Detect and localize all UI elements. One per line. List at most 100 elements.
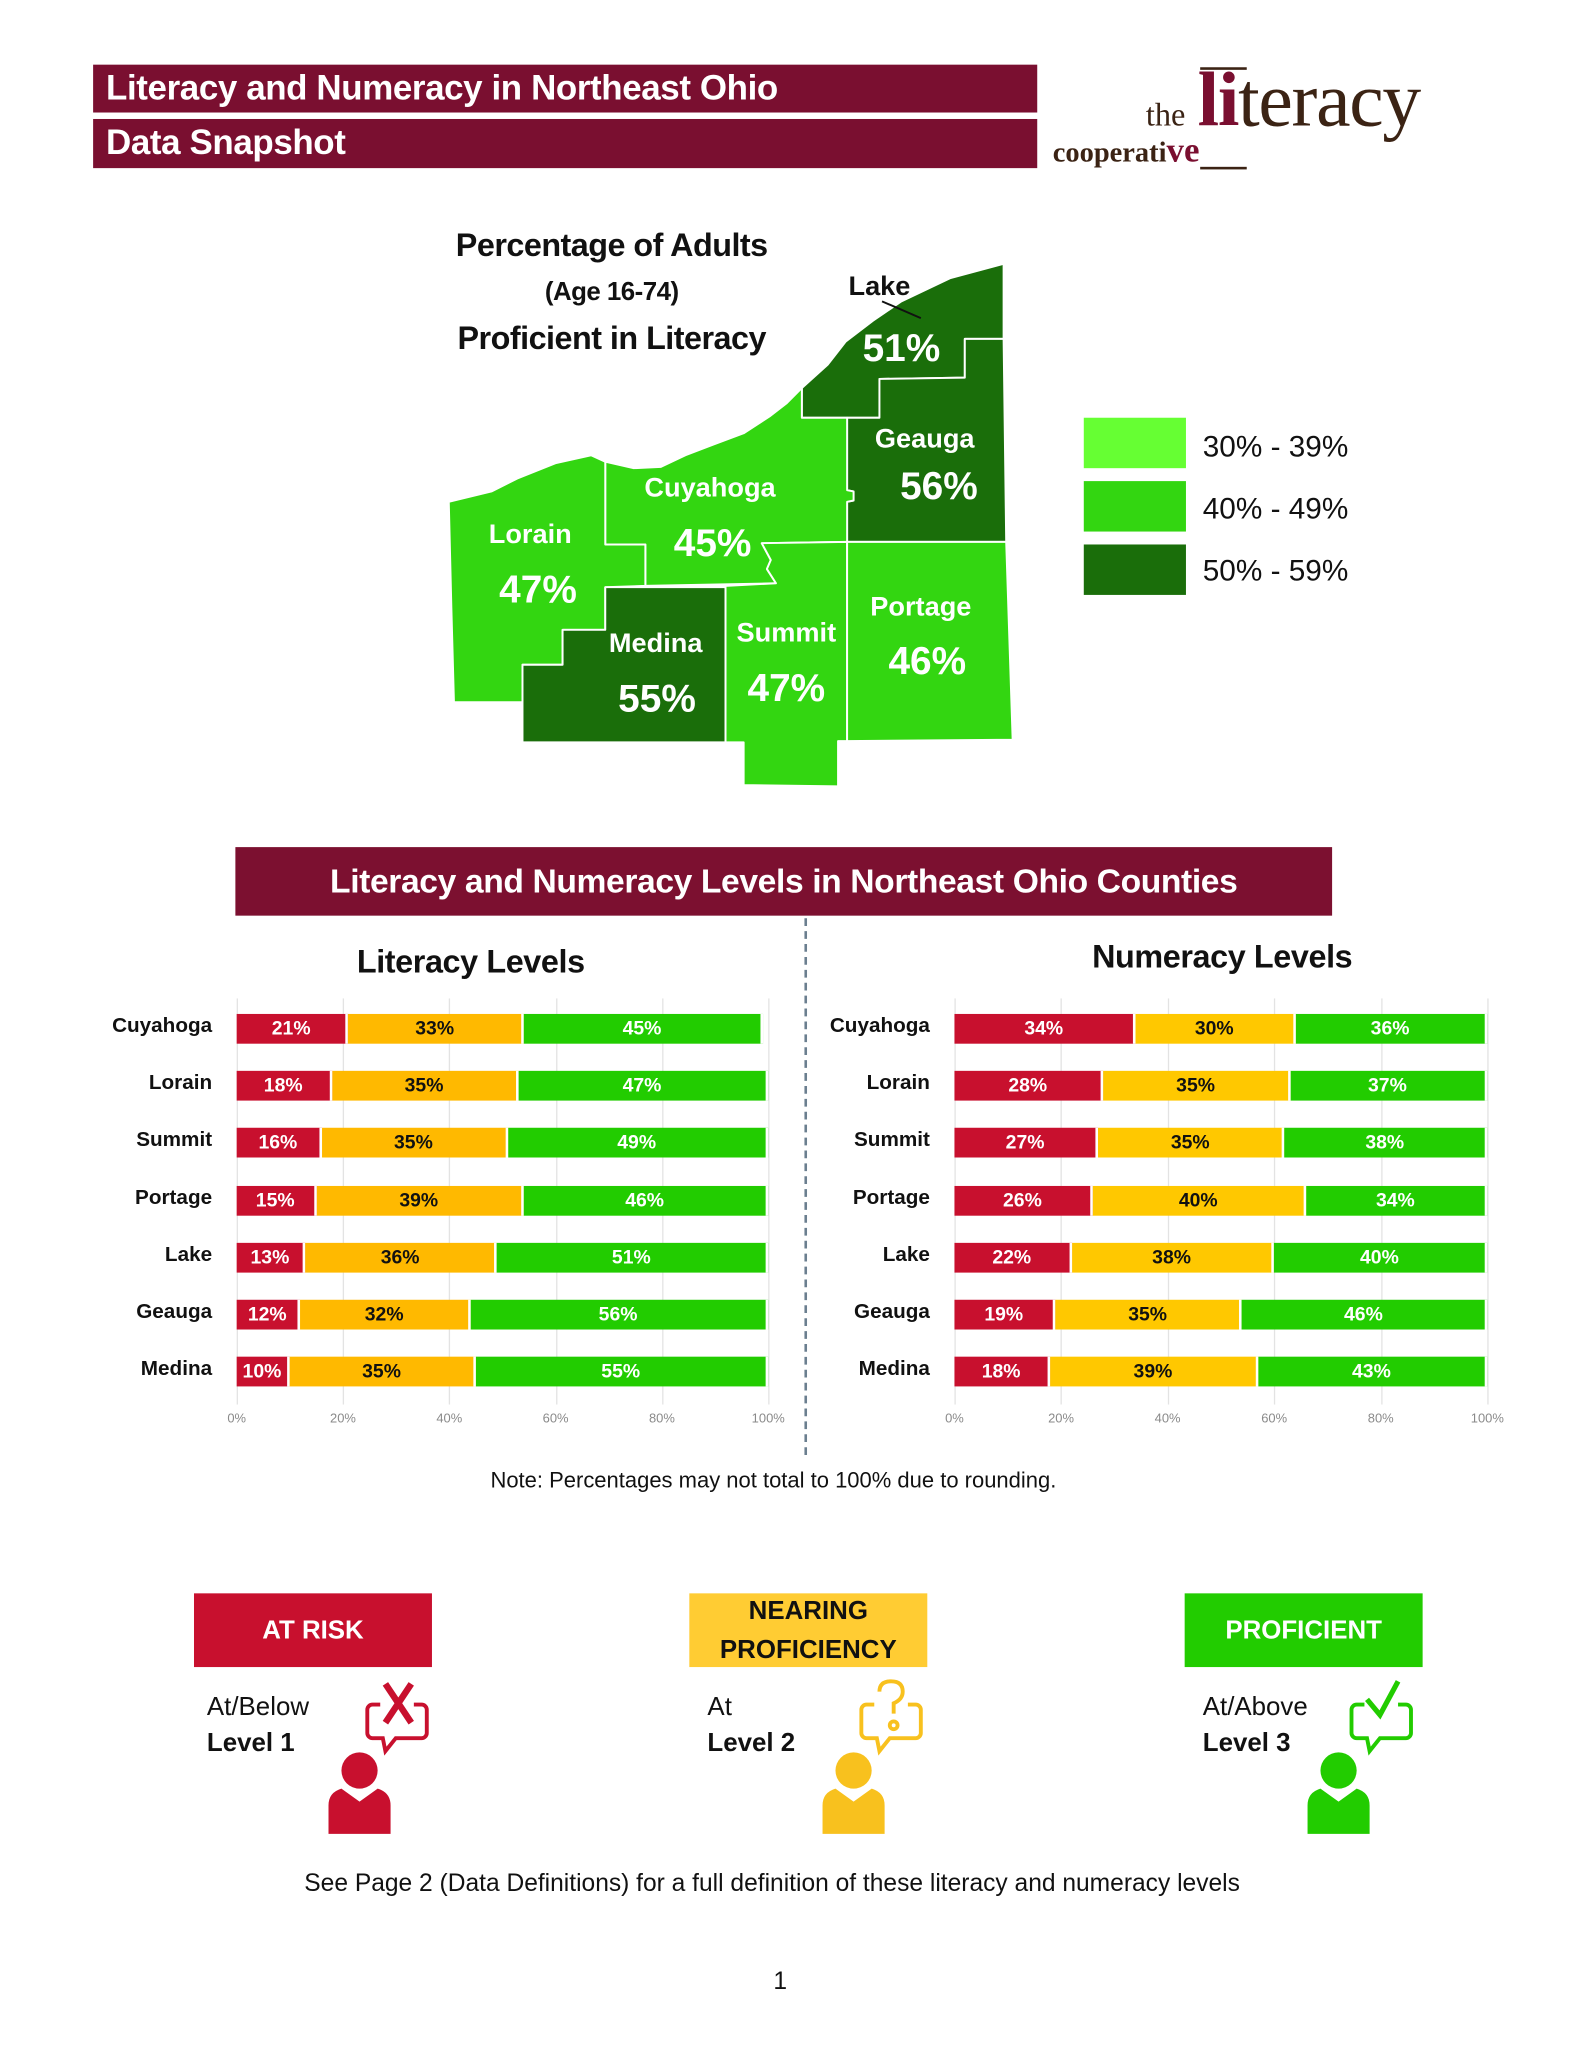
data-label: 39% [399,1189,439,1212]
level-2-level: Level 2 [707,1729,796,1758]
logo-teracy: teracy [1238,56,1421,143]
legend-swatch-40-49 [1083,481,1186,532]
data-label: 32% [364,1303,404,1326]
data-label: 26% [1002,1189,1042,1212]
data-label: 33% [415,1017,455,1040]
bar-segment: 36% [305,1242,498,1273]
person-icon [822,1752,885,1834]
bar-segment: 15% [236,1185,317,1216]
bar-segment: 55% [475,1356,769,1387]
legend-label-40-49: 40% - 49% [1202,491,1349,526]
data-label: 34% [1375,1189,1415,1212]
county-label-medina: Medina [608,628,703,659]
data-label: 38% [1152,1246,1192,1269]
x-tick-label: 0% [945,1412,964,1427]
bar-segment: 35% [1103,1070,1291,1101]
bar-segment: 18% [236,1070,333,1101]
bar-segment: 30% [1135,1013,1296,1044]
bar-segment: 35% [1055,1299,1243,1330]
bar-segment: 33% [348,1013,524,1044]
bar-segment: 43% [1258,1356,1488,1387]
category-label: Geauga [136,1301,213,1324]
category-label: Lake [882,1244,930,1267]
section-banner: Literacy and Numeracy Levels in Northeas… [235,847,1333,916]
gridline [1487,998,1489,1405]
logo-rule-top [1200,67,1247,70]
data-label: 47% [622,1074,662,1097]
data-label: 28% [1008,1074,1048,1097]
x-tick-label: 40% [1154,1412,1181,1427]
chart-divider [804,918,808,1455]
category-label: Lorain [148,1072,213,1095]
bar-segment: 49% [507,1127,769,1158]
county-pct-summit: 47% [747,667,826,711]
literacy-chart-title: Literacy Levels [356,944,585,981]
data-label: 10% [242,1360,282,1383]
category-label: Cuyahoga [829,1015,930,1038]
bar-segment: 26% [954,1185,1093,1216]
footer-text: See Page 2 (Data Definitions) for a full… [304,1870,1240,1898]
bar-segment: 45% [523,1013,763,1044]
data-label: 46% [625,1189,665,1212]
legend-swatch-30-39 [1083,417,1186,469]
county-label-summit: Summit [736,618,837,648]
category-label: Lake [164,1244,213,1267]
county-label-lorain: Lorain [488,519,572,550]
level-1-qualifier: At/Below [206,1692,310,1722]
x-tick-label: 0% [227,1412,247,1427]
bar-segment: 39% [1050,1356,1259,1387]
data-label: 27% [1005,1131,1045,1154]
data-label: 40% [1178,1189,1218,1212]
bar-segment: 39% [316,1185,524,1216]
data-label: 37% [1367,1074,1407,1097]
category-label: Lorain [866,1072,930,1095]
county-label-portage: Portage [870,592,972,623]
x-tick-label: 100% [751,1412,785,1427]
data-label: 35% [404,1074,444,1097]
data-label: 15% [255,1189,295,1212]
bar-segment: 46% [523,1185,769,1216]
header-title: Literacy and Numeracy in Northeast Ohio [93,64,1038,113]
bar-segment: 35% [332,1070,519,1101]
bar-segment: 47% [518,1070,769,1101]
logo-the: the [1145,98,1186,134]
bar-segment: 27% [954,1127,1099,1158]
county-pct-cuyahoga: 45% [673,522,752,566]
bar-segment: 37% [1290,1070,1488,1101]
bar-segment: 38% [1071,1242,1275,1273]
county-pct-geauga: 56% [900,465,978,509]
map-title-line3: Proficient in Literacy [457,320,767,357]
level-1-level: Level 1 [206,1729,295,1758]
logo-literacy: literacy [1198,56,1422,143]
county-pct-medina: 55% [618,677,696,721]
category-label: Portage [135,1187,213,1210]
category-label: Medina [858,1357,930,1380]
data-label: 21% [271,1017,311,1040]
page-number: 1 [773,1968,788,1996]
county-portage[interactable] [846,540,1014,743]
bar-segment: 19% [954,1299,1056,1330]
data-label: 56% [598,1303,638,1326]
question-speech-bubble-icon [822,1679,923,1834]
level-badge-at-risk: AT RISK [193,1593,432,1668]
logo-cooperative: cooperative [1053,131,1200,171]
bar-segment: 18% [954,1356,1051,1387]
level-3-qualifier: At/Above [1202,1692,1308,1722]
data-label: 12% [247,1303,287,1326]
data-label: 46% [1344,1303,1383,1326]
x-speech-bubble-icon [328,1682,429,1834]
numeracy-chart-title: Numeracy Levels [1092,938,1353,976]
data-label: 22% [992,1246,1032,1269]
person-icon [328,1752,391,1834]
bar-segment: 35% [1098,1127,1285,1158]
county-pct-lake: 51% [862,327,941,370]
bar-segment: 12% [236,1299,301,1330]
county-pct-portage: 46% [888,640,967,683]
data-label: 18% [981,1360,1021,1383]
level-badge-nearing-proficiency: NEARING PROFICIENCY [689,1593,928,1668]
bar-segment: 16% [236,1127,322,1158]
data-label: 34% [1024,1017,1064,1040]
category-label: Cuyahoga [112,1015,213,1038]
lake-label-leader [881,300,922,320]
